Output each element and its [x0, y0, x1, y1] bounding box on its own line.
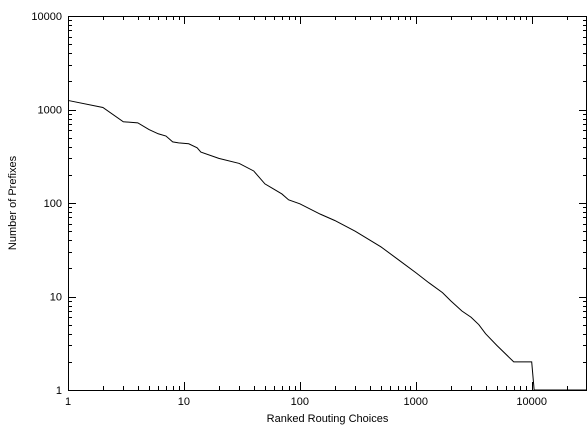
- series-group: [67, 99, 587, 391]
- y-axis-title: Number of Prefixes: [7, 155, 19, 250]
- y-tick-label: 100: [44, 198, 62, 210]
- plot-frame: [68, 16, 587, 391]
- x-tick-label: 1: [65, 396, 71, 408]
- x-tick-label: 1000: [404, 396, 428, 408]
- x-tick-label: 10000: [516, 396, 547, 408]
- tick-labels: 1 10 100 1000 10000 1 10 100 1000 10000: [31, 11, 547, 408]
- x-tick-label: 10: [178, 396, 190, 408]
- x-tick-label: 100: [291, 396, 309, 408]
- series-line-1: [67, 99, 587, 391]
- y-tick-label: 10000: [31, 11, 62, 23]
- y-tick-label: 1: [56, 385, 62, 397]
- y-tick-label: 10: [50, 292, 62, 304]
- y-tick-label: 1000: [38, 105, 62, 117]
- axis-ticks: [68, 16, 587, 391]
- x-axis-title: Ranked Routing Choices: [267, 413, 389, 425]
